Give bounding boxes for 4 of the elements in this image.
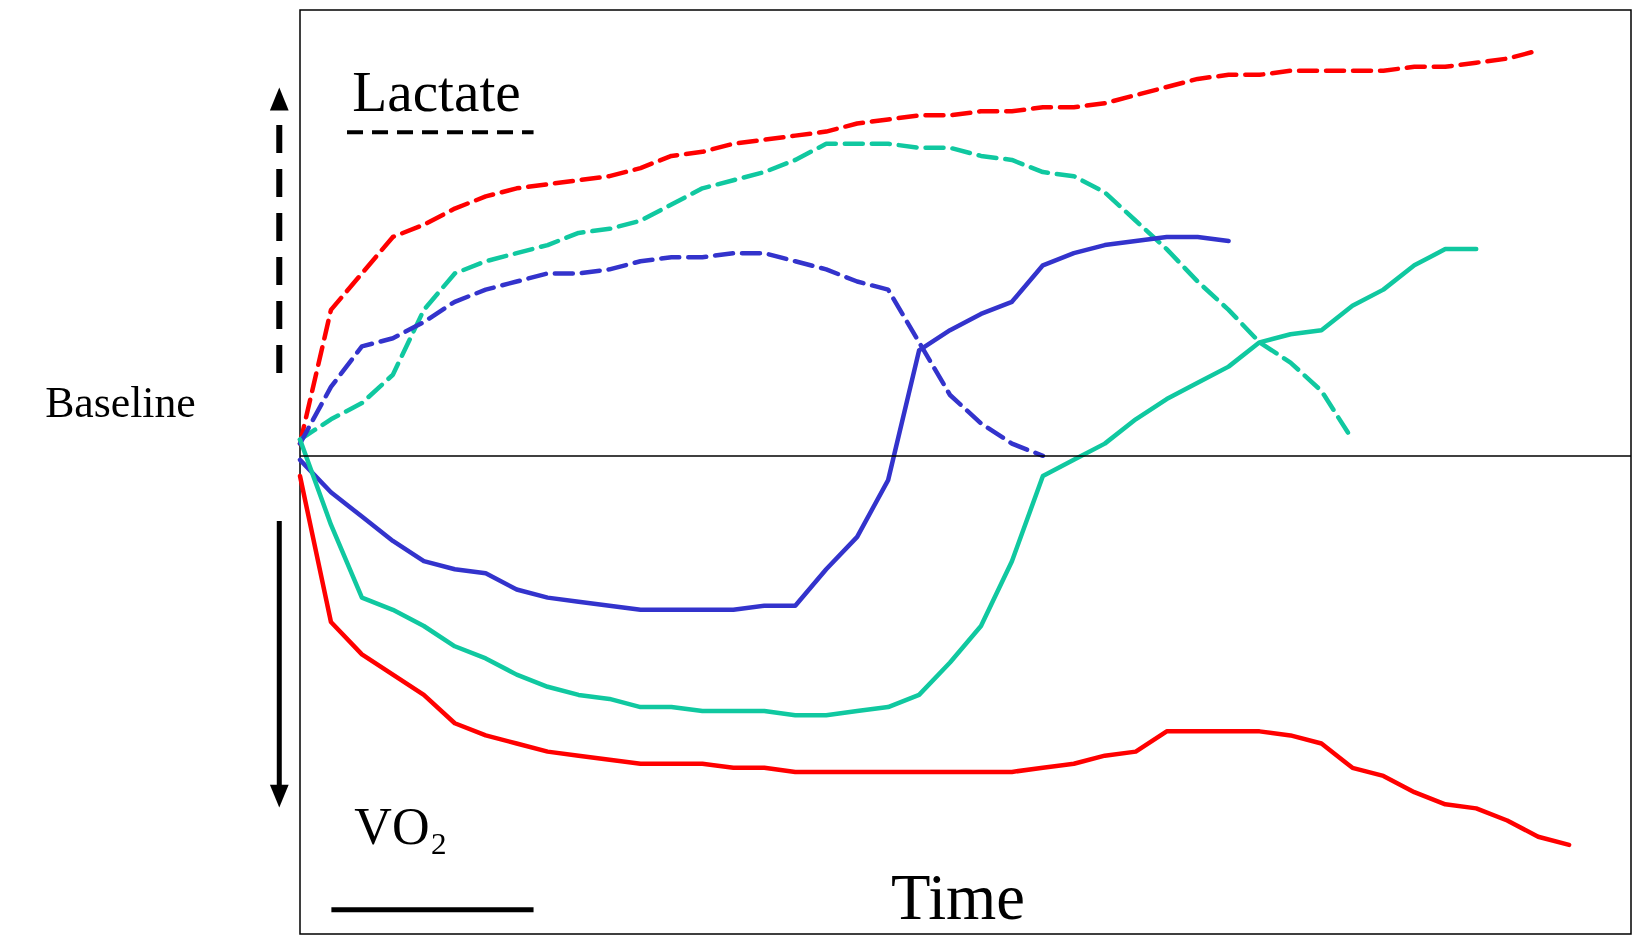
ref-line-label: Baseline [45,377,196,426]
x-axis-title: Time [890,861,1026,934]
annotation: Lactate [352,59,521,123]
annotation: VO₂ [354,797,448,855]
